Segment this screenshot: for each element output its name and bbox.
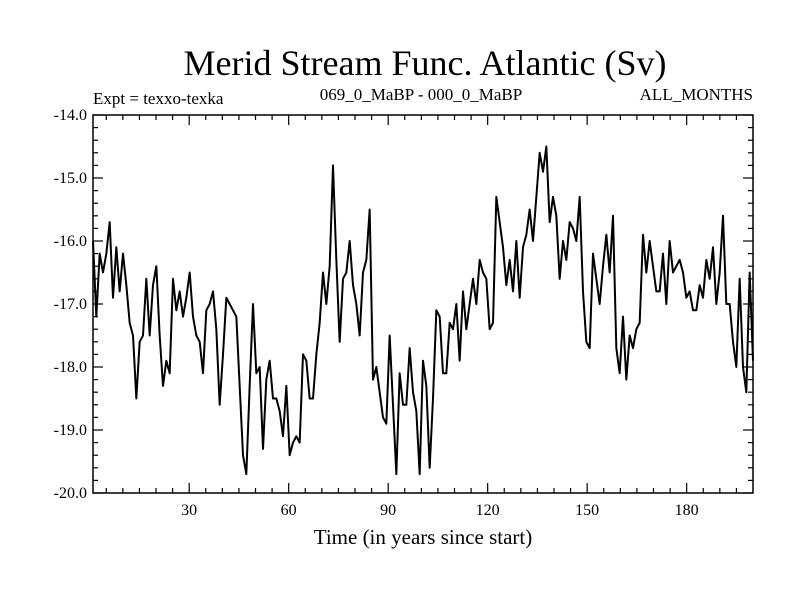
y-tick-label: -14.0 xyxy=(54,107,87,124)
y-tick-label: -15.0 xyxy=(54,170,87,187)
x-tick-label: 60 xyxy=(281,502,297,519)
x-tick-label: 180 xyxy=(675,502,699,519)
series-line xyxy=(92,145,754,476)
subtitle-right: ALL_MONTHS xyxy=(640,85,753,104)
y-tick-label: -18.0 xyxy=(54,359,87,376)
subtitle-center: 069_0_MaBP - 000_0_MaBP xyxy=(320,85,522,104)
x-tick-label: 150 xyxy=(575,502,599,519)
x-tick-label: 120 xyxy=(476,502,500,519)
subtitle-left: Expt = texxo-texka xyxy=(93,89,224,108)
plot-frame xyxy=(92,114,754,494)
y-tick-label: -17.0 xyxy=(54,296,87,313)
y-tick-label: -20.0 xyxy=(54,485,87,502)
tick-labels: 30 60 90 120 150 180 -14.0 -15.0 -16.0 -17.0 -18.0… xyxy=(54,107,699,519)
x-axis-label: Time (in years since start) xyxy=(314,525,533,549)
x-tick-label: 90 xyxy=(380,502,396,519)
y-tick-label: -16.0 xyxy=(54,233,87,250)
x-tick-label: 30 xyxy=(181,502,197,519)
chart-title: Merid Stream Func. Atlantic (Sv) xyxy=(184,43,667,83)
y-tick-label: -19.0 xyxy=(54,422,87,439)
